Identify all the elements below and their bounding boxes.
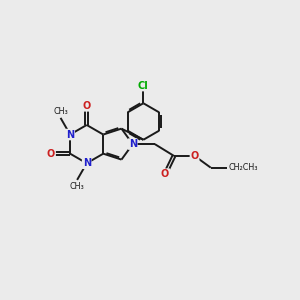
Text: O: O (161, 169, 169, 179)
Text: O: O (47, 149, 55, 159)
Text: CH₃: CH₃ (53, 106, 68, 116)
Text: N: N (66, 130, 74, 140)
Text: N: N (82, 158, 91, 168)
Text: O: O (190, 151, 199, 161)
Text: O: O (82, 101, 91, 111)
Text: CH₂CH₃: CH₂CH₃ (228, 163, 258, 172)
Text: N: N (129, 139, 137, 149)
Text: Cl: Cl (138, 81, 149, 91)
Text: CH₃: CH₃ (70, 182, 85, 191)
